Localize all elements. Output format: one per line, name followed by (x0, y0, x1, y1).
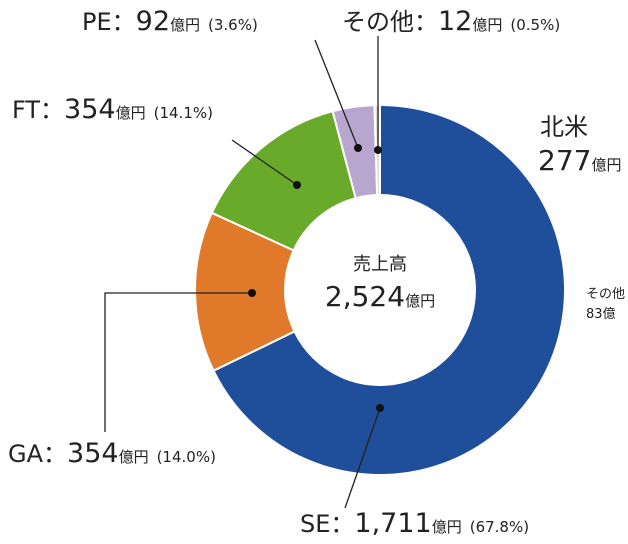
slice-label: GA：354億円 (14.0%) (8, 438, 216, 469)
leader-dot (293, 181, 301, 189)
unit: 億円 (405, 292, 435, 310)
separator: ： (414, 8, 438, 36)
value-label: 12 (438, 6, 472, 37)
percent: (14.1%) (154, 104, 213, 122)
unit: 億円 (432, 518, 462, 536)
category: SE (300, 510, 330, 538)
side-label: 北米 (540, 113, 588, 141)
category: GA (8, 440, 44, 468)
total-label: 2,524 (325, 280, 405, 313)
leader-line (104, 292, 252, 432)
leader-line (344, 407, 381, 509)
separator: ： (112, 8, 136, 36)
unit: 億円 (119, 448, 149, 466)
value-label: 354 (64, 94, 116, 125)
category: FT (12, 96, 40, 124)
separator: ： (330, 510, 354, 538)
side-label: その他 (586, 287, 625, 302)
unit: 億円 (591, 156, 621, 174)
percent: (67.8%) (470, 518, 529, 536)
percent: (14.0%) (157, 448, 216, 466)
percent: (0.5%) (510, 16, 560, 34)
leader-line (314, 39, 359, 149)
category: その他 (342, 8, 414, 36)
separator: ： (43, 440, 67, 468)
slice (212, 103, 566, 476)
category: PE (82, 8, 112, 36)
unit: 億円 (116, 104, 146, 122)
leader-dot (374, 146, 382, 154)
side-label: 277億円 (538, 144, 621, 177)
center-total: 2,524億円 (325, 280, 435, 313)
percent: (3.6%) (208, 16, 258, 34)
slice-label: FT：354億円 (14.1%) (12, 94, 213, 125)
separator: ： (40, 96, 64, 124)
side-label: 83億 (586, 306, 616, 322)
side-value: 277 (538, 144, 591, 177)
unit: 億円 (170, 16, 200, 34)
value-label: 1,711 (354, 508, 431, 539)
leader-dot (354, 144, 362, 152)
slice-label: その他：12億円 (0.5%) (342, 6, 560, 37)
leader-line (231, 139, 298, 186)
slice-label: PE：92億円 (3.6%) (82, 6, 258, 37)
slice-label: SE：1,711億円 (67.8%) (300, 508, 529, 539)
leader-dot (376, 404, 384, 412)
center-title: 売上高 (353, 254, 407, 275)
unit: 億円 (472, 16, 502, 34)
slices (194, 103, 566, 476)
value-label: 354 (67, 438, 119, 469)
value-label: 92 (136, 6, 170, 37)
leader-dot (248, 289, 256, 297)
